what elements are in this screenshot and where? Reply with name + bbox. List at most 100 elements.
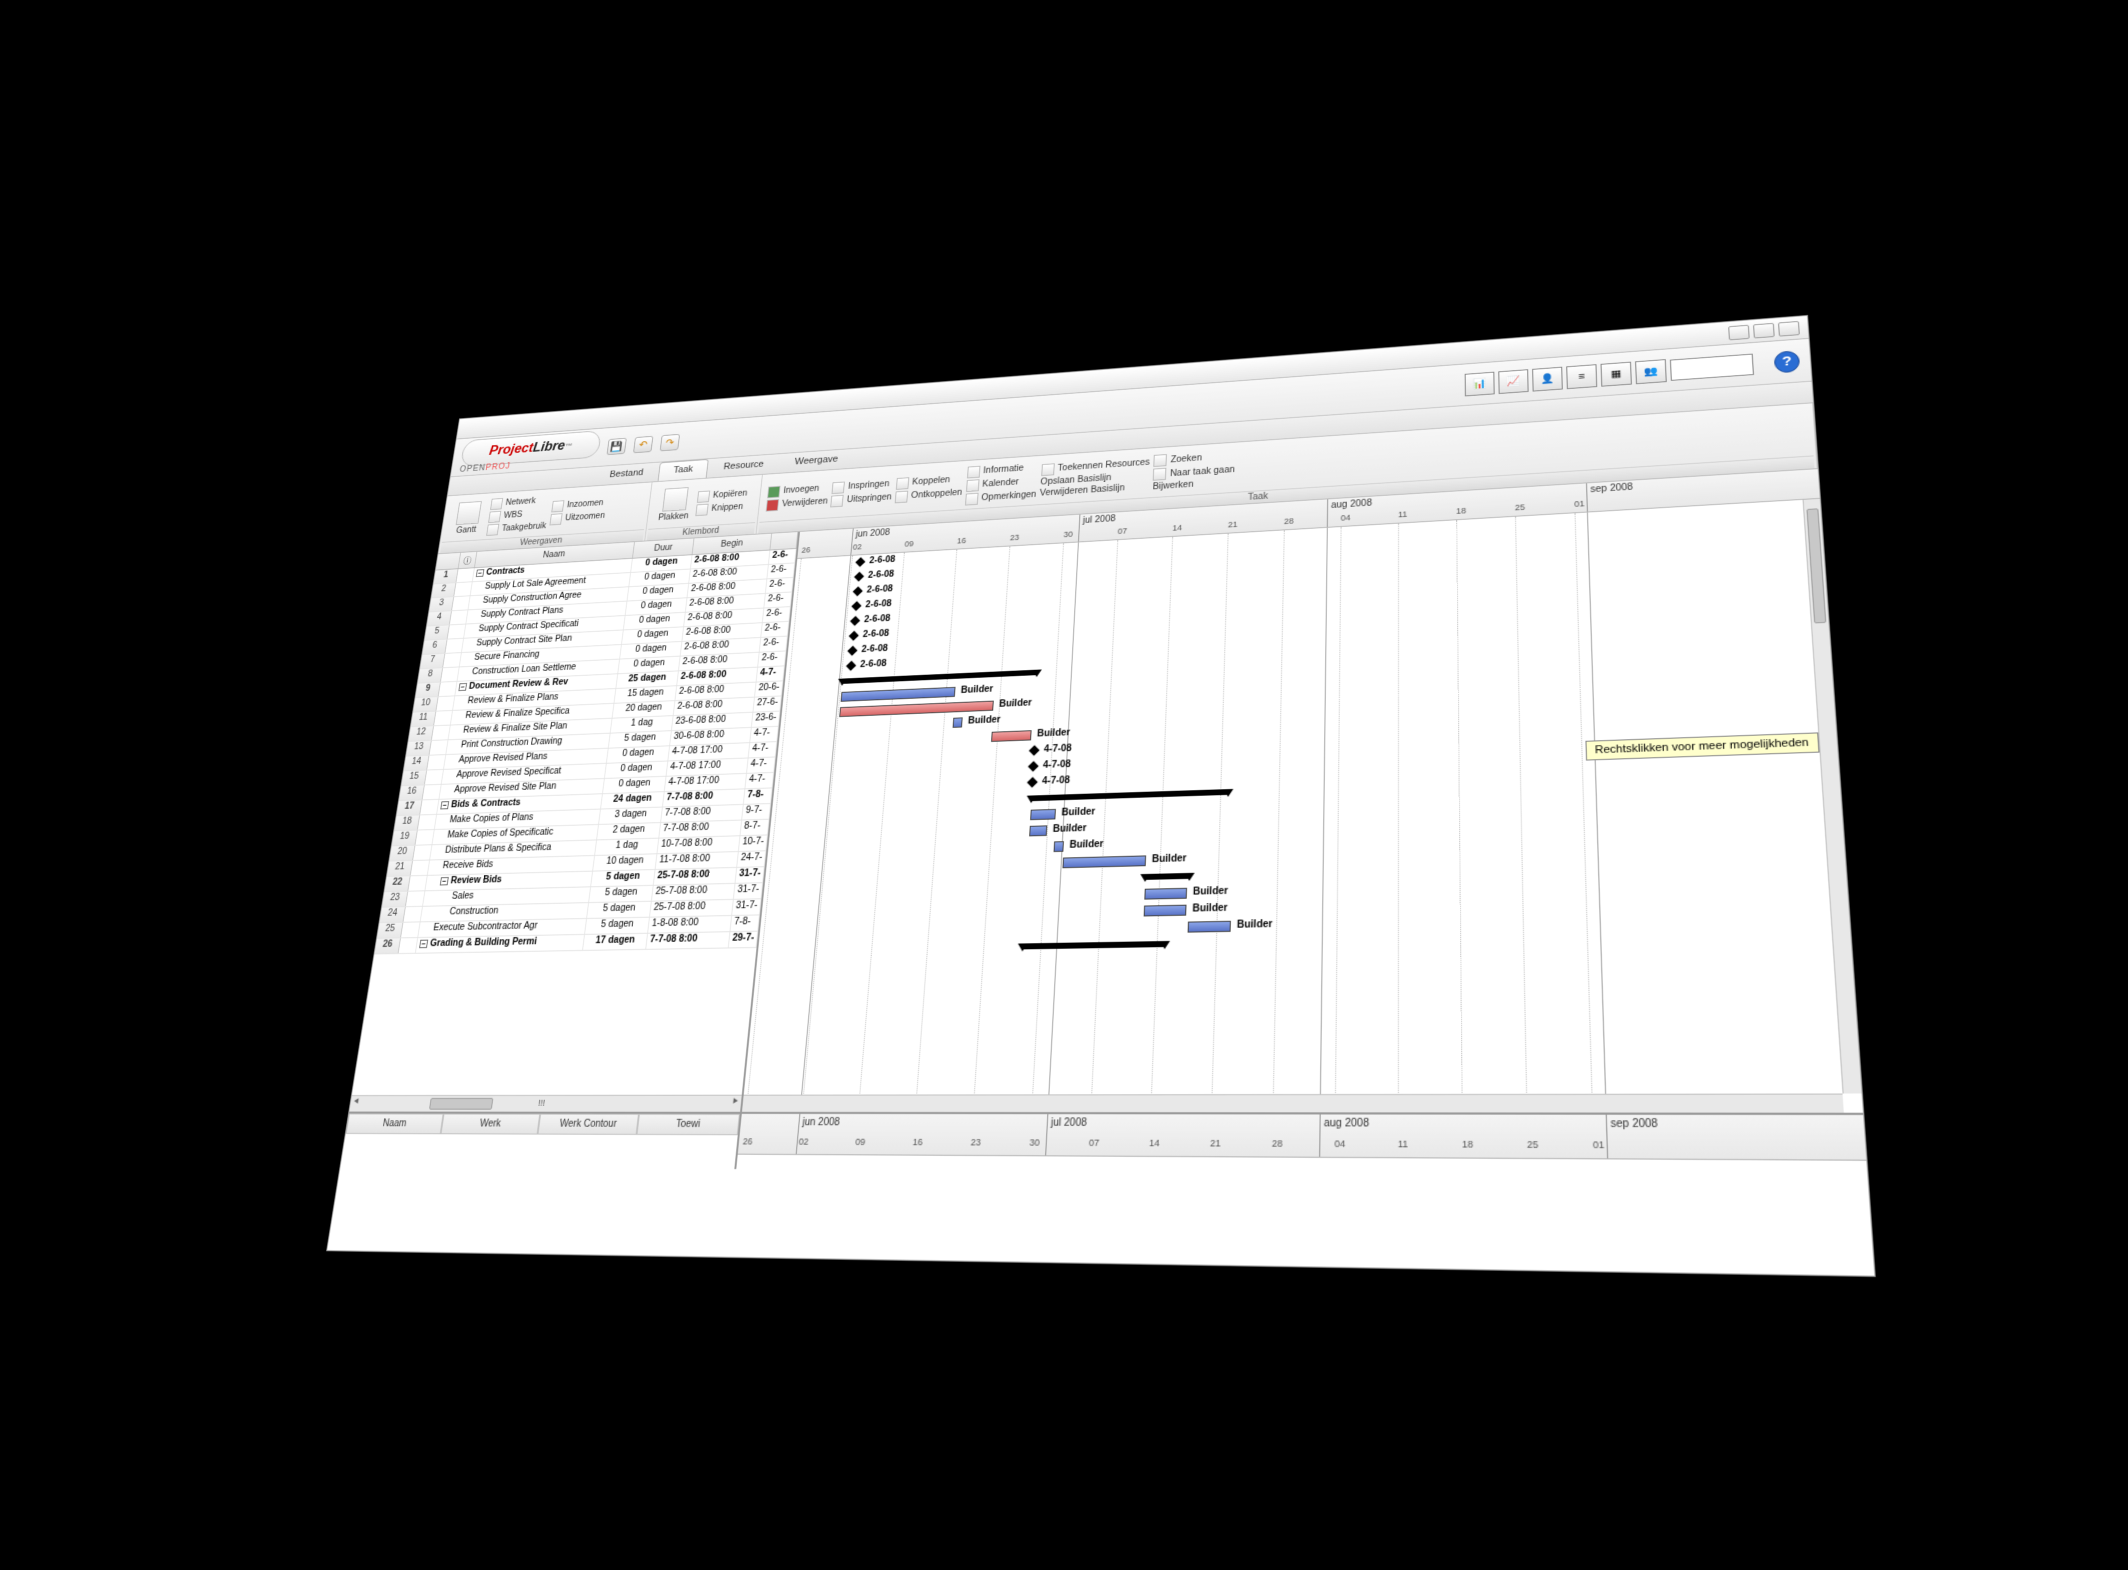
save-icon[interactable]: 💾	[607, 437, 627, 454]
delete-icon	[766, 499, 779, 511]
task-bar[interactable]	[1188, 921, 1231, 933]
task-bar[interactable]	[1054, 841, 1064, 852]
redo-icon[interactable]: ↷	[660, 434, 680, 451]
vscroll-thumb[interactable]	[1806, 508, 1826, 623]
milestone[interactable]	[854, 572, 864, 582]
task-bar-label: Builder	[1237, 919, 1273, 931]
view-resource-icon[interactable]: 👤	[1532, 366, 1563, 391]
milestone[interactable]	[1029, 745, 1040, 756]
milestone[interactable]	[1028, 761, 1039, 772]
gantt-view-button[interactable]: Gantt	[447, 497, 489, 540]
milestone[interactable]	[849, 631, 859, 641]
plakken-button[interactable]: Plakken	[654, 483, 696, 527]
view-gantt-icon[interactable]: 📈	[1498, 369, 1528, 394]
summary-bar[interactable]	[1145, 873, 1189, 880]
search-input[interactable]	[1670, 353, 1754, 380]
hscroll-thumb[interactable]	[429, 1098, 493, 1110]
cut-icon	[695, 503, 708, 515]
milestone[interactable]	[846, 661, 856, 671]
task-bar[interactable]	[1029, 825, 1047, 836]
task-rows[interactable]: 1−Contracts0 dagen2-6-08 8:002-6-2Supply…	[352, 549, 797, 1095]
maximize-button[interactable]	[1753, 322, 1775, 338]
details-col-toewi[interactable]: Toewi	[637, 1114, 740, 1135]
link-icon	[896, 477, 909, 490]
week-label: 14	[1172, 523, 1182, 532]
view-tracking-icon[interactable]: 👥	[1635, 359, 1667, 384]
uitspringen-button[interactable]: Uitspringen	[831, 491, 893, 507]
ontkoppelen-button[interactable]: Ontkoppelen	[895, 487, 963, 503]
app-window: ProjectLibre™ OPENPROJ 💾 ↶ ↷ 📊 📈 👤 ≡ ▦ 👥…	[326, 315, 1876, 1277]
week-label: 30	[1029, 1137, 1040, 1148]
milestone-label: 2-6-08	[860, 659, 887, 670]
zoom-out-icon	[549, 513, 562, 525]
details-col-werkcontour[interactable]: Werk Contour	[537, 1114, 638, 1135]
week-label: 23	[970, 1137, 981, 1148]
task-bar-label: Builder	[1053, 823, 1087, 835]
month-label: jun 2008	[855, 528, 890, 539]
table-hscroll[interactable]: !!!	[349, 1095, 741, 1112]
week-label: 25	[1515, 503, 1525, 513]
week-label: 04	[1341, 513, 1351, 523]
task-bar[interactable]	[1030, 809, 1056, 820]
goto-task-icon	[1153, 468, 1167, 481]
milestone[interactable]	[850, 616, 860, 626]
taakgebruik-button[interactable]: Taakgebruik	[486, 520, 547, 535]
week-label: 25	[1527, 1139, 1539, 1150]
milestone[interactable]	[851, 601, 861, 611]
gantt-body[interactable]: 2-6-082-6-082-6-082-6-082-6-082-6-082-6-…	[742, 499, 1863, 1113]
task-bar[interactable]	[953, 717, 963, 727]
assign-icon	[1041, 463, 1055, 476]
week-label: 28	[1272, 1138, 1283, 1149]
gantt-icon	[456, 501, 482, 525]
milestone[interactable]	[1027, 777, 1038, 788]
week-label: 09	[904, 539, 914, 548]
details-timescale[interactable]: jun 2008jul 2008aug 2008sep 200826020916…	[738, 1114, 1867, 1161]
uitzoomen-button[interactable]: Uitzoomen	[549, 510, 605, 525]
week-label: 21	[1228, 520, 1238, 529]
undo-icon[interactable]: ↶	[633, 435, 653, 452]
opmerkingen-button[interactable]: Opmerkingen	[965, 489, 1037, 505]
task-bar[interactable]	[1062, 855, 1146, 868]
details-lower[interactable]	[327, 1166, 1874, 1275]
gantt-chart: jun 2008jul 2008aug 2008sep 200826020916…	[742, 469, 1863, 1113]
network-icon	[490, 498, 503, 510]
indent-icon	[832, 481, 845, 493]
view-bar-chart-icon[interactable]: 📊	[1465, 371, 1495, 396]
milestone[interactable]	[853, 586, 863, 596]
col-rownum[interactable]	[436, 553, 461, 570]
close-button[interactable]	[1778, 321, 1800, 337]
gantt-hscroll[interactable]	[742, 1094, 1844, 1113]
week-label: 02	[798, 1136, 809, 1146]
summary-bar[interactable]	[1023, 941, 1165, 949]
milestone[interactable]	[855, 557, 865, 567]
week-label: 16	[912, 1137, 923, 1147]
help-button[interactable]: ?	[1774, 350, 1801, 373]
week-label: 21	[1210, 1138, 1221, 1149]
milestone[interactable]	[847, 646, 857, 656]
details-table-header: Naam Werk Werk Contour Toewi	[346, 1113, 740, 1135]
milestone-label: 2-6-08	[868, 570, 895, 581]
menu-taak[interactable]: Taak	[658, 459, 708, 481]
milestone-label: 4-7-08	[1044, 743, 1072, 754]
summary-bar[interactable]	[1031, 789, 1228, 801]
info-icon	[967, 465, 980, 478]
knippen-button[interactable]: Knippen	[695, 501, 746, 516]
minimize-button[interactable]	[1728, 324, 1750, 340]
week-label: 01	[1593, 1139, 1605, 1150]
col-end[interactable]	[770, 532, 798, 550]
view-usage-icon[interactable]: ▦	[1601, 361, 1632, 386]
task-bar-label: Builder	[1192, 903, 1227, 915]
week-label: 02	[852, 542, 862, 551]
week-label: 01	[1574, 499, 1585, 509]
search-icon	[1153, 454, 1167, 467]
details-col-naam[interactable]: Naam	[346, 1113, 444, 1134]
details-col-werk[interactable]: Werk	[441, 1114, 541, 1135]
week-label: 11	[1398, 1139, 1408, 1150]
task-bar[interactable]	[991, 730, 1032, 742]
task-bar[interactable]	[1144, 905, 1187, 917]
brand-part-1: Project	[488, 441, 534, 458]
milestone-label: 4-7-08	[1043, 759, 1071, 770]
verwijderen-button[interactable]: Verwijderen	[766, 496, 828, 512]
task-bar[interactable]	[1144, 888, 1187, 900]
view-list-icon[interactable]: ≡	[1566, 364, 1597, 389]
